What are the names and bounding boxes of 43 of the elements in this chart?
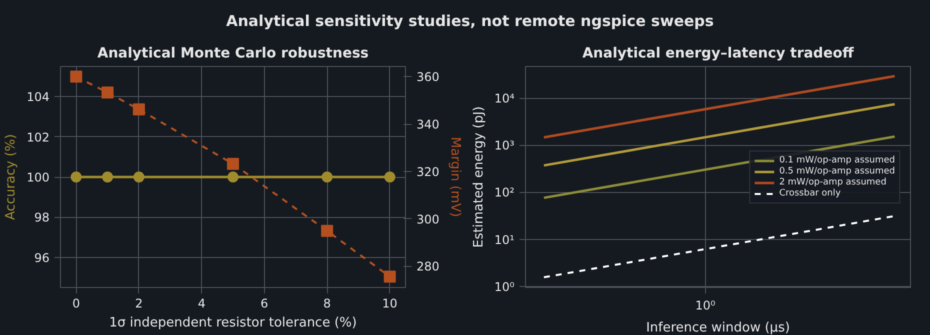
legend-label: 2 mW/op-amp assumed <box>779 177 886 187</box>
point <box>384 270 396 283</box>
y-tick-label: 10³ <box>494 138 515 153</box>
text: 10⁰ <box>695 298 716 312</box>
legend-label: Crossbar only <box>779 188 841 198</box>
x-tick-label: 2 <box>135 296 143 310</box>
y-tick-label: 104 <box>26 90 50 104</box>
x-tick-label: 8 <box>323 296 331 310</box>
chart-title: Analytical Monte Carlo robustness <box>97 46 369 62</box>
x-tick-label: 4 <box>198 296 206 310</box>
y-axis-title: Estimated energy (pJ) <box>471 106 486 248</box>
x-axis-title: Inference window (µs) <box>646 320 790 335</box>
y2-tick-label: 280 <box>416 260 440 274</box>
y-tick-label: 98 <box>34 210 50 225</box>
point <box>321 224 334 237</box>
y2-tick-label: 360 <box>416 70 440 84</box>
y-tick-label: 10¹ <box>494 232 515 247</box>
point <box>132 103 145 116</box>
y2-axis-title: Margin (mV) <box>447 136 462 218</box>
y-tick-label: 10⁴ <box>494 92 515 106</box>
line-series <box>542 215 896 278</box>
y-tick-label: 96 <box>34 250 50 265</box>
x-tick-label: 6 <box>260 296 268 310</box>
y-tick-label: 10² <box>494 186 515 200</box>
line-series <box>542 102 896 167</box>
text: Analytical sensitivity studies, not remote ngspice sweeps <box>226 11 714 32</box>
legend-label: 0.1 mW/op-amp assumed <box>779 155 895 165</box>
point <box>227 158 239 170</box>
y-tick-label: 10⁰ <box>494 280 515 294</box>
y-axis-title: Accuracy (%) <box>4 134 19 220</box>
legend-label: 0.5 mW/op-amp assumed <box>779 166 895 176</box>
point <box>70 70 82 83</box>
y-tick-label: 100 <box>26 170 50 184</box>
point <box>102 86 114 99</box>
x-tick-label: 10 <box>382 296 398 310</box>
y2-tick-label: 300 <box>416 212 440 226</box>
x-axis-title: 1σ independent resistor tolerance (%) <box>109 316 357 330</box>
y2-tick-label: 340 <box>416 118 440 132</box>
chart-title: Analytical energy–latency tradeoff <box>582 46 854 62</box>
y2-tick-label: 320 <box>416 164 440 179</box>
x-tick-label: 0 <box>72 296 80 310</box>
y-tick-label: 102 <box>26 130 50 144</box>
line-series <box>542 74 896 139</box>
